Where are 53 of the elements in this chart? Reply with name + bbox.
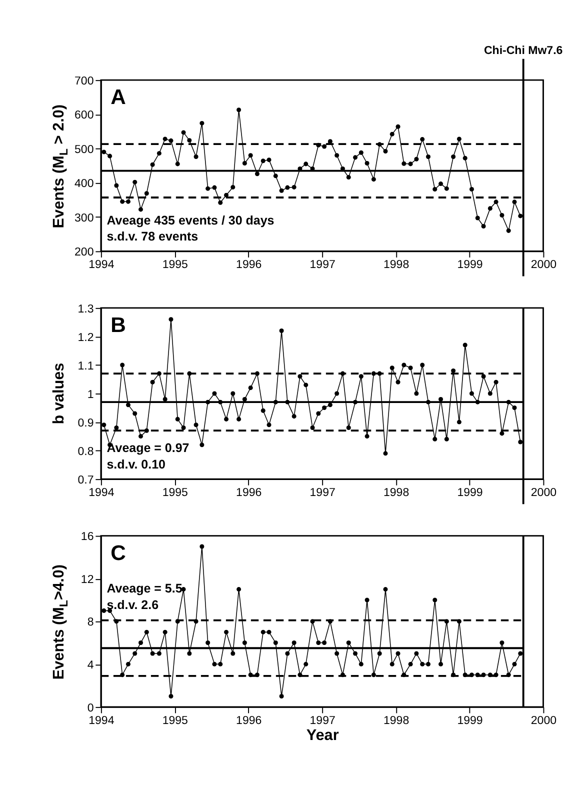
annotation: Aveage = 0.97 — [106, 441, 190, 456]
x-tick-label: 1995 — [162, 714, 188, 727]
x-tick-label: 1997 — [310, 714, 336, 727]
y-axis-title: Events (ML>4.0) — [50, 564, 70, 680]
x-tick-label: 1996 — [236, 486, 262, 499]
y-axis-title: b values — [50, 362, 68, 424]
y-tick-label: 600 — [74, 110, 94, 122]
y-tick-label: 12 — [80, 574, 94, 586]
x-tick-label: 2000 — [530, 714, 557, 727]
y-tick-label: 0.8 — [78, 446, 94, 458]
x-tick-label: 1994 — [88, 259, 115, 272]
annotation: Aveage 435 events / 30 days — [106, 213, 274, 228]
y-tick-label: 4 — [87, 660, 94, 672]
y-tick-label: 400 — [74, 178, 94, 190]
x-tick-label: 2000 — [530, 486, 557, 499]
y-tick-label: 1.2 — [78, 332, 94, 344]
y-tick-label: 1 — [87, 388, 94, 401]
annotation: Aveage = 5.5 — [106, 582, 182, 596]
y-tick-label: 8 — [87, 616, 94, 629]
x-tick-label: 1998 — [383, 486, 410, 499]
annotation: B — [110, 314, 126, 337]
annotation: s.d.v. 0.10 — [106, 458, 166, 472]
annotation: s.d.v. 2.6 — [106, 598, 159, 612]
x-tick-label: 2000 — [530, 259, 557, 272]
x-tick-label: 1998 — [383, 259, 410, 272]
x-tick-label: 1998 — [383, 714, 410, 727]
x-tick-label: 1995 — [162, 259, 188, 272]
y-tick-label: 16 — [80, 531, 94, 544]
y-tick-label: 700 — [74, 75, 94, 88]
x-tick-label: 1997 — [310, 486, 336, 499]
annotation: s.d.v. 78 events — [106, 230, 198, 244]
x-tick-label: 1997 — [310, 259, 336, 272]
x-tick-label: 1999 — [457, 714, 483, 727]
y-tick-label: 0.9 — [78, 417, 94, 430]
y-tick-label: 1.1 — [78, 360, 94, 372]
y-axis-title: Events (ML > 2.0) — [50, 104, 70, 228]
y-tick-label: 0.7 — [78, 474, 94, 486]
x-tick-label: 1999 — [457, 486, 483, 499]
y-tick-label: 1.3 — [78, 303, 94, 316]
annotation: A — [110, 86, 126, 110]
y-tick-label: 200 — [74, 246, 94, 259]
y-tick-label: 300 — [74, 212, 94, 224]
x-tick-label: 1994 — [88, 714, 115, 727]
ref-line-label: Chi-Chi Mw7.6 — [484, 45, 563, 58]
x-tick-label: 1999 — [457, 259, 483, 272]
x-tick-label: 1996 — [236, 714, 262, 727]
x-tick-label: 1996 — [236, 259, 262, 272]
x-tick-label: 1995 — [162, 486, 188, 499]
y-tick-label: 0 — [87, 702, 94, 714]
x-tick-label: 1994 — [88, 486, 115, 499]
x-axis-title: Year — [306, 727, 339, 744]
y-tick-label: 500 — [74, 144, 94, 156]
annotation: C — [110, 542, 126, 565]
